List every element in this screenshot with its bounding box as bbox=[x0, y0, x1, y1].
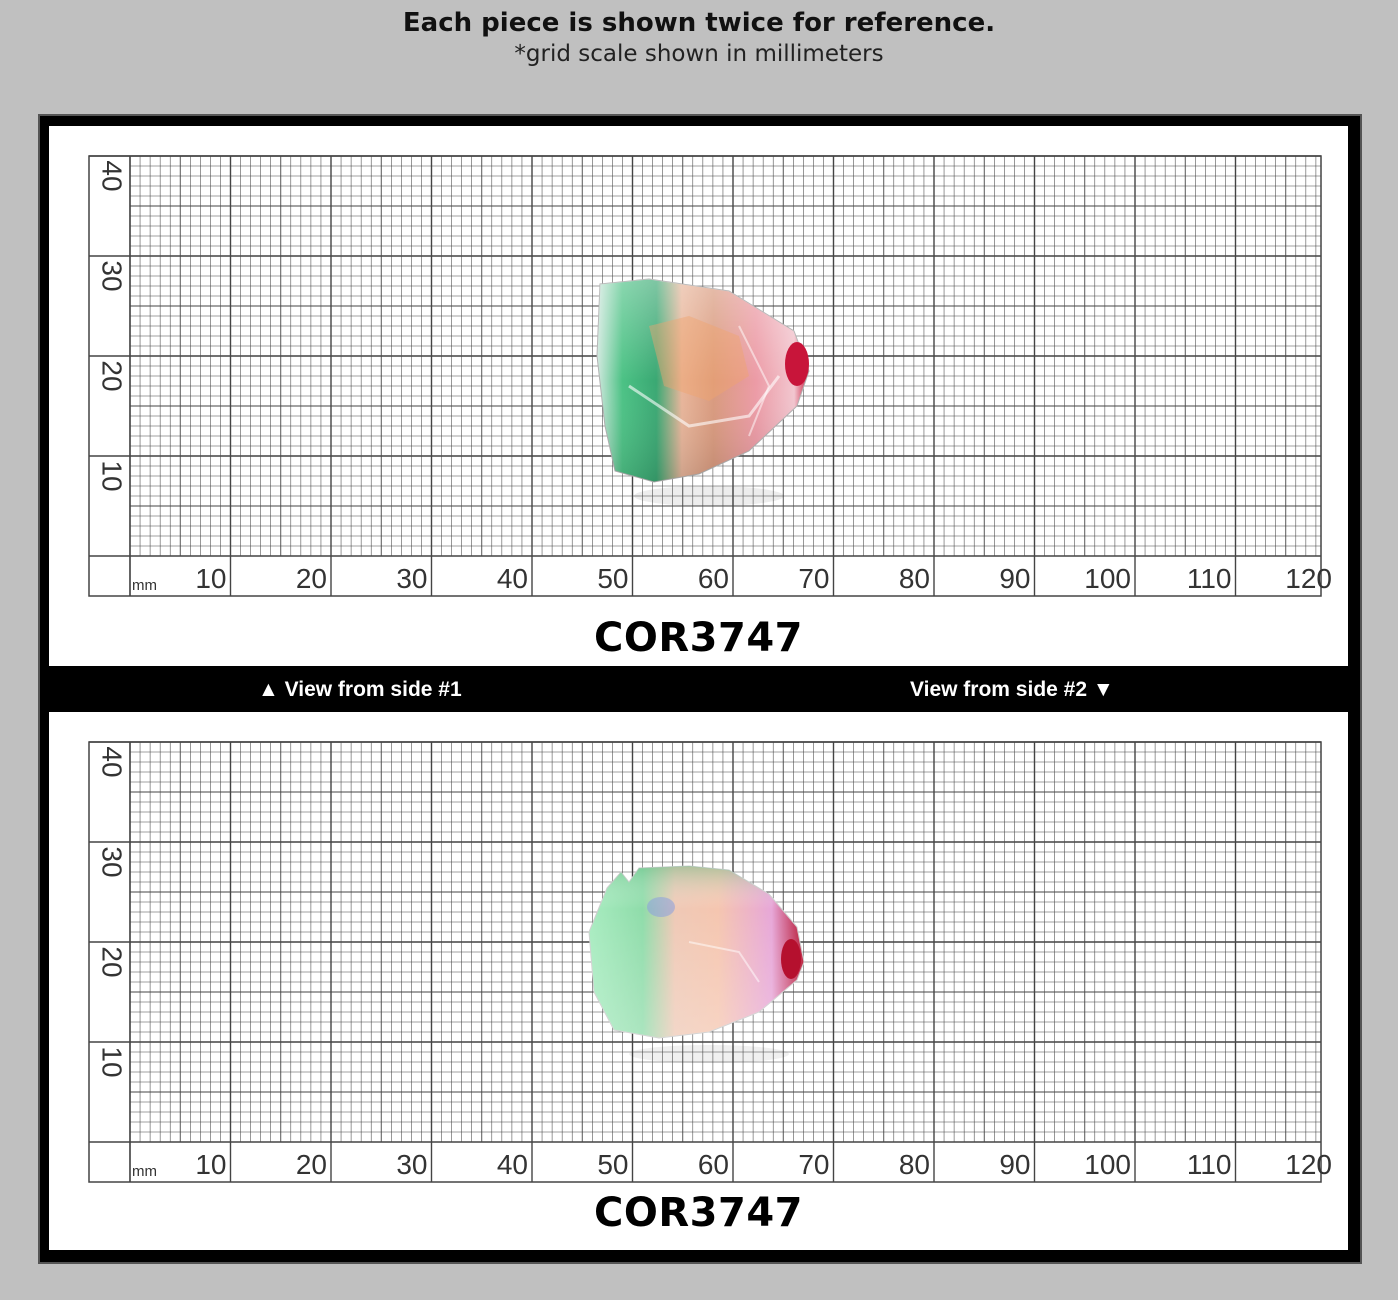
view-bar: ▲ View from side #1 View from side #2 ▼ bbox=[38, 666, 1362, 712]
x-tick-label: 30 bbox=[396, 1149, 427, 1180]
x-tick-label: 20 bbox=[296, 1149, 327, 1180]
x-tick-label: 80 bbox=[899, 563, 930, 594]
x-tick-label: 10 bbox=[195, 563, 226, 594]
x-tick-label: 50 bbox=[597, 1149, 628, 1180]
x-tick-label: 110 bbox=[1187, 563, 1232, 594]
x-tick-label: 120 bbox=[1285, 563, 1332, 594]
piece-code: COR3747 bbox=[594, 1190, 803, 1236]
view-side-2-label: View from side #2 ▼ bbox=[910, 678, 1114, 701]
x-tick-label: 110 bbox=[1187, 1149, 1232, 1180]
y-tick-label: 30 bbox=[97, 260, 128, 291]
mm-grid-2: 10 20 30 40 50 60 70 80 90 100 110 120 mm 10 20 30 40 bbox=[88, 741, 1332, 1183]
y-tick-label: 30 bbox=[97, 846, 128, 877]
gemstone-image bbox=[588, 865, 805, 1063]
x-tick-label: 60 bbox=[698, 1149, 729, 1180]
panel-side-2: 10 20 30 40 50 60 70 80 90 100 110 120 mm 10 20 30 40 CO… bbox=[49, 712, 1348, 1250]
y-tick-label: 20 bbox=[97, 946, 128, 977]
header: Each piece is shown twice for reference.… bbox=[0, 0, 1398, 112]
x-tick-label: 50 bbox=[597, 563, 628, 594]
x-tick-label: 40 bbox=[497, 563, 528, 594]
photo-frame: 10 20 30 40 50 60 70 80 90 100 110 120 mm 10 20 30 40 CO… bbox=[38, 114, 1362, 1264]
x-tick-label: 30 bbox=[396, 563, 427, 594]
page-title: Each piece is shown twice for reference. bbox=[402, 8, 996, 38]
x-tick-label: 120 bbox=[1285, 1149, 1332, 1180]
x-tick-label: 70 bbox=[798, 563, 829, 594]
panel-side-1: 10 20 30 40 50 60 70 80 90 100 110 120 mm 10 20 30 40 CO… bbox=[49, 126, 1348, 666]
y-tick-label: 40 bbox=[97, 746, 128, 777]
unit-label: mm bbox=[132, 1163, 157, 1180]
x-tick-label: 90 bbox=[999, 563, 1030, 594]
y-tick-label: 10 bbox=[97, 460, 128, 491]
x-tick-label: 100 bbox=[1084, 1149, 1131, 1180]
x-tick-label: 70 bbox=[798, 1149, 829, 1180]
x-tick-label: 80 bbox=[899, 1149, 930, 1180]
x-tick-label: 60 bbox=[698, 563, 729, 594]
page-subtitle: *grid scale shown in millimeters bbox=[514, 41, 884, 67]
gemstone-image bbox=[596, 278, 810, 506]
y-tick-label: 20 bbox=[97, 360, 128, 391]
x-tick-label: 10 bbox=[195, 1149, 226, 1180]
x-tick-label: 90 bbox=[999, 1149, 1030, 1180]
y-tick-label: 10 bbox=[97, 1046, 128, 1077]
mm-grid-1: 10 20 30 40 50 60 70 80 90 100 110 120 mm 10 20 30 40 bbox=[88, 155, 1332, 597]
y-tick-label: 40 bbox=[97, 160, 128, 191]
x-tick-label: 20 bbox=[296, 563, 327, 594]
x-tick-label: 40 bbox=[497, 1149, 528, 1180]
view-side-1-label: ▲ View from side #1 bbox=[258, 678, 462, 701]
x-tick-label: 100 bbox=[1084, 563, 1131, 594]
unit-label: mm bbox=[132, 577, 157, 594]
piece-code: COR3747 bbox=[594, 615, 803, 661]
